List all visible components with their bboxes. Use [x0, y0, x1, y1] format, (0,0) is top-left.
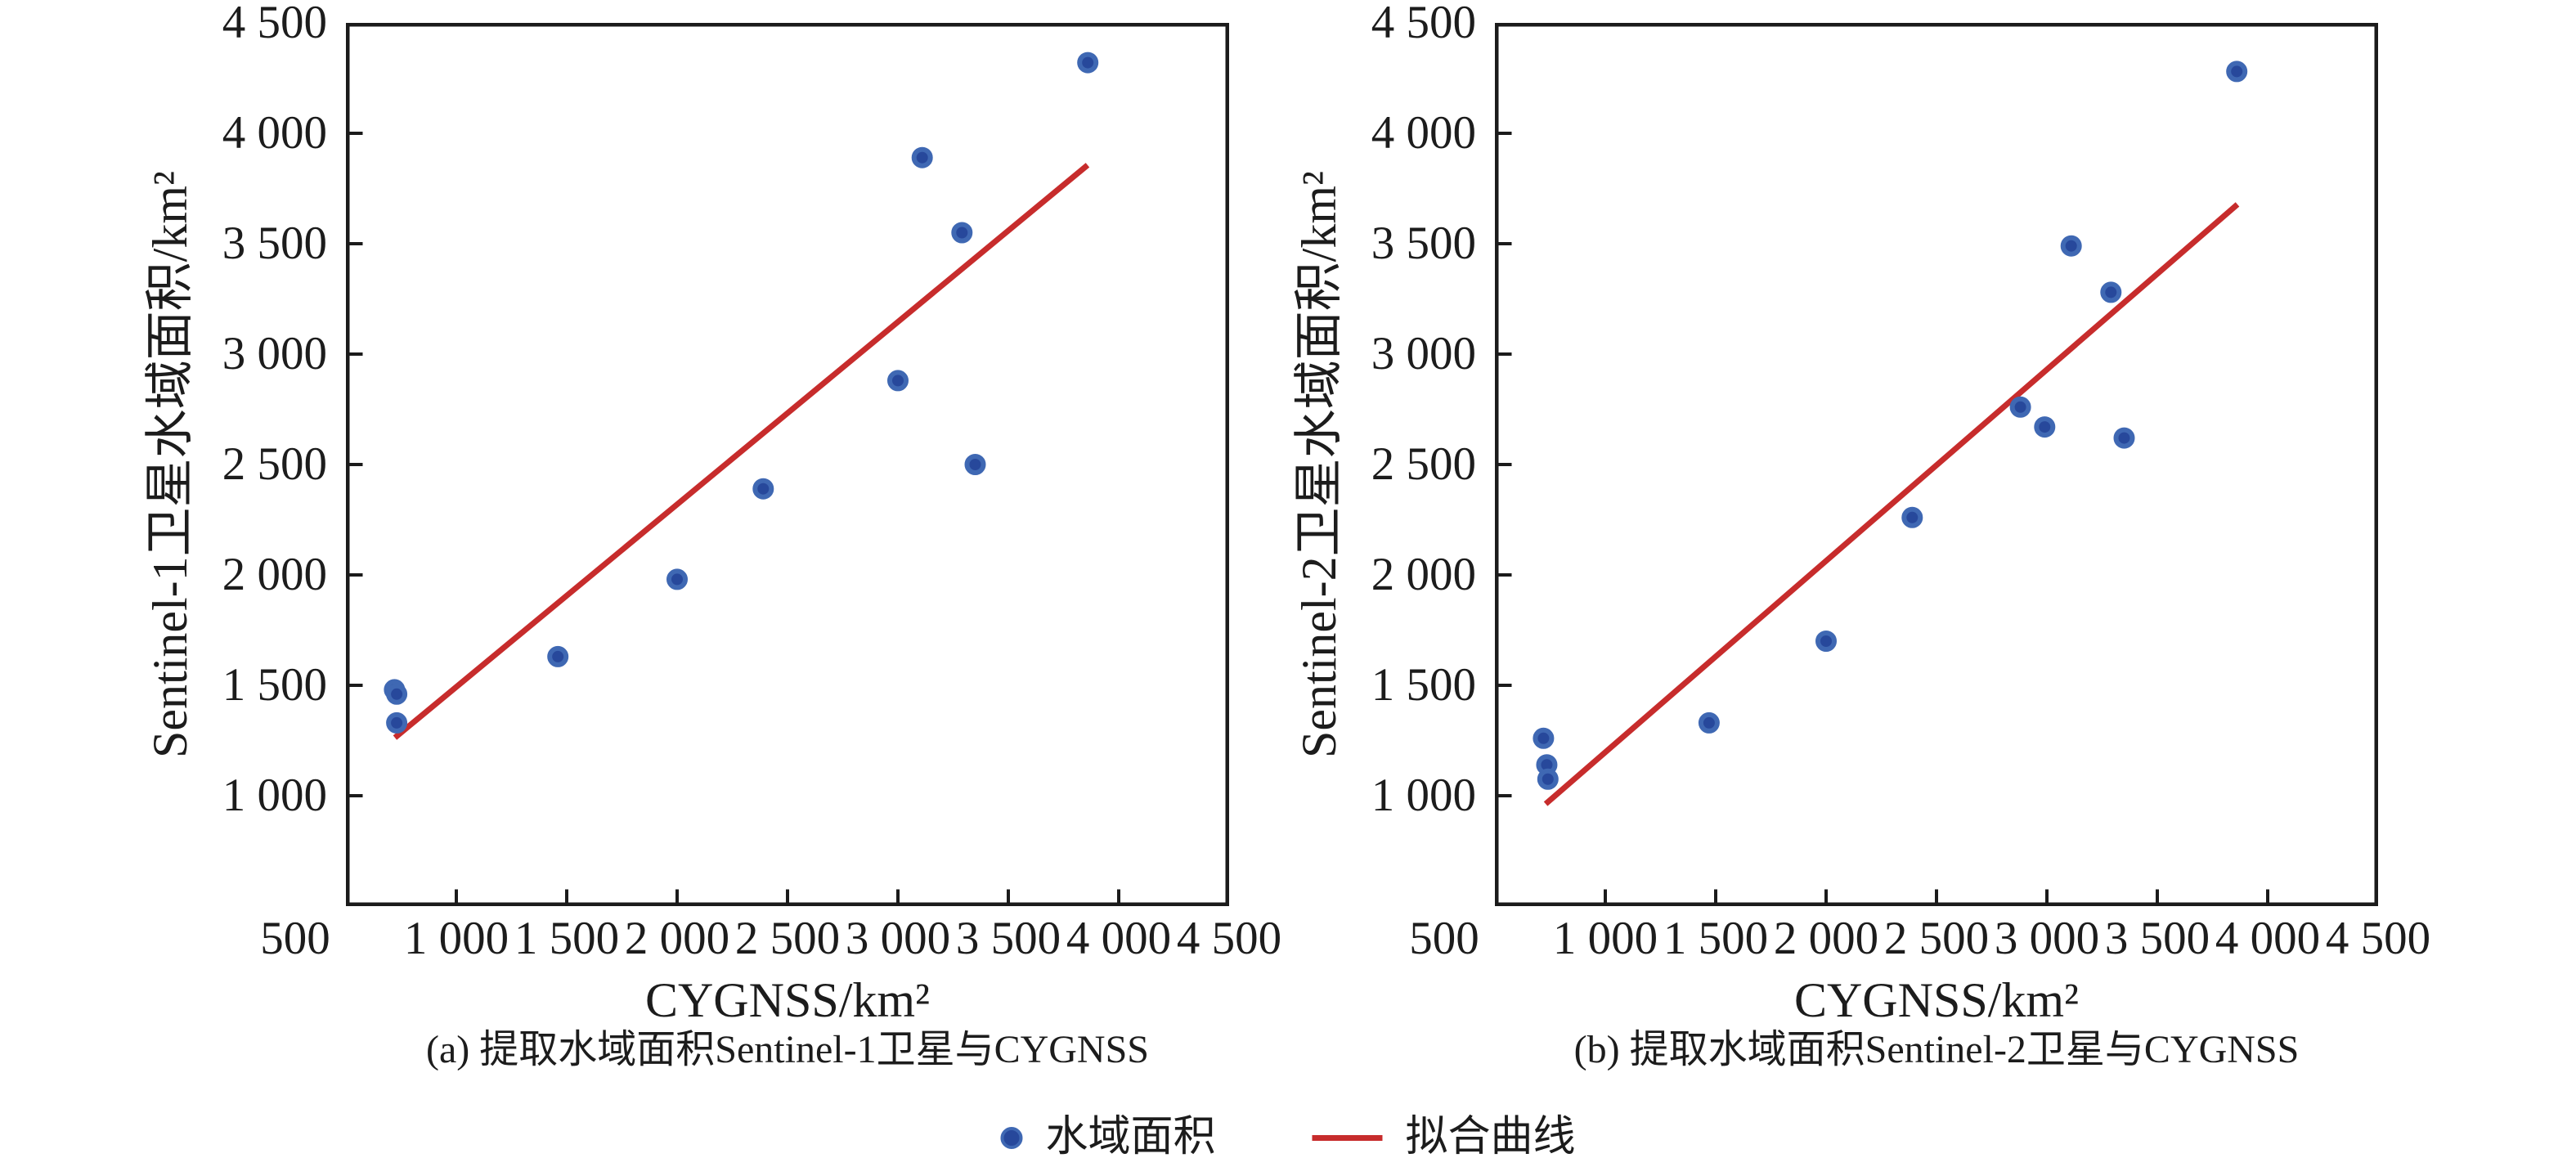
plot-border — [346, 23, 1229, 906]
y-tick-label: 1 000 — [222, 770, 327, 821]
x-tick-label: 1 500 — [1663, 913, 1769, 964]
x-tick-label: 1 000 — [1552, 913, 1658, 964]
x-tick-label: 3 500 — [955, 913, 1061, 964]
data-point — [1815, 631, 1837, 652]
y-tick-label: 2 500 — [1371, 438, 1476, 490]
legend-line-icon — [1312, 1134, 1383, 1141]
data-point — [386, 711, 408, 734]
x-tick-label: 2 000 — [624, 913, 730, 964]
caption-b: (b) 提取水域面积Sentinel-2卫星与CYGNSS — [1573, 1028, 2300, 1071]
data-point — [1533, 727, 1555, 749]
x-tick-label: 1 500 — [514, 913, 620, 964]
x-tick-label: 500 — [1409, 913, 1479, 964]
data-point — [911, 146, 933, 168]
y-tick-label: 4 000 — [222, 107, 327, 159]
y-tick-label: 3 000 — [1371, 328, 1476, 379]
y-tick-label: 3 500 — [1371, 218, 1476, 269]
legend-scatter-label: 水域面积 — [1045, 1114, 1216, 1160]
data-point — [2009, 396, 2031, 418]
data-point — [887, 370, 909, 392]
x-tick-label: 2 000 — [1773, 913, 1879, 964]
caption-a: (a) 提取水域面积Sentinel-1卫星与CYGNSS — [426, 1028, 1149, 1071]
x-tick-label: 4 000 — [2215, 913, 2321, 964]
data-point — [386, 683, 408, 705]
y-tick-label: 4 000 — [1371, 107, 1476, 159]
scatter-plot-a — [346, 23, 1229, 906]
data-point — [1077, 52, 1099, 74]
y-tick-label: 1 500 — [222, 659, 327, 711]
x-axis-title-a: CYGNSS/km² — [644, 973, 931, 1027]
x-tick-label: 500 — [260, 913, 330, 964]
x-tick-label: 4 500 — [2325, 913, 2431, 964]
data-point — [1901, 506, 1923, 528]
x-axis-title-b: CYGNSS/km² — [1793, 973, 2080, 1027]
y-tick-label: 4 500 — [222, 0, 327, 48]
x-tick-label: 3 000 — [1994, 913, 2100, 964]
data-point — [2034, 416, 2056, 438]
data-point — [2060, 235, 2082, 257]
fit-line — [393, 163, 1090, 740]
x-tick-label: 1 000 — [403, 913, 509, 964]
x-tick-label: 4 000 — [1066, 913, 1172, 964]
y-tick-label: 4 500 — [1371, 0, 1476, 48]
data-point — [1537, 768, 1559, 790]
x-tick-label: 2 500 — [734, 913, 841, 964]
data-point — [2113, 427, 2135, 449]
data-point — [2100, 281, 2122, 303]
y-tick-label: 2 500 — [222, 438, 327, 490]
legend-scatter-marker-icon — [1000, 1126, 1023, 1149]
legend: 水域面积 拟合曲线 — [1000, 1114, 1576, 1161]
x-tick-label: 3 000 — [845, 913, 951, 964]
data-point — [2226, 61, 2248, 83]
data-point — [752, 478, 774, 500]
y-tick-label: 2 000 — [1371, 549, 1476, 600]
y-tick-label: 2 000 — [222, 549, 327, 600]
data-point — [666, 568, 688, 590]
legend-line-label: 拟合曲线 — [1405, 1114, 1576, 1160]
plot-border — [1495, 23, 2378, 906]
y-tick-label: 3 500 — [222, 218, 327, 269]
data-point — [951, 222, 973, 244]
scatter-plot-b — [1495, 23, 2378, 906]
x-tick-label: 2 500 — [1883, 913, 1990, 964]
y-tick-label: 1 500 — [1371, 659, 1476, 711]
data-point — [964, 454, 986, 475]
data-point — [1698, 711, 1720, 734]
y-tick-label: 1 000 — [1371, 770, 1476, 821]
fit-line — [1543, 202, 2240, 806]
y-tick-label: 3 000 — [222, 328, 327, 379]
x-tick-label: 4 500 — [1176, 913, 1282, 964]
data-point — [547, 645, 569, 667]
x-tick-label: 3 500 — [2104, 913, 2210, 964]
